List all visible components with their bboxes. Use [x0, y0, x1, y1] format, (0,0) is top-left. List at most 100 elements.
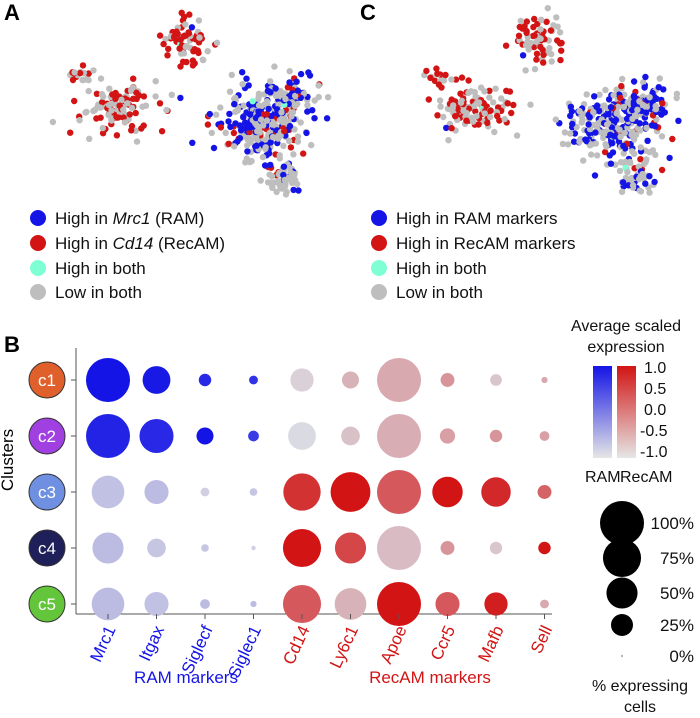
cell-point [434, 70, 441, 77]
cell-point [280, 171, 287, 179]
cell-point [621, 129, 628, 137]
cell-point [217, 124, 225, 131]
cell-point [156, 100, 164, 107]
cell-point [236, 135, 244, 142]
dot-c4-siglecf [201, 544, 209, 552]
cell-point [630, 92, 638, 100]
dot-c2-mafb [489, 429, 503, 443]
cell-point [308, 141, 315, 149]
dot-c3-siglec1 [249, 488, 258, 496]
cell-point [85, 87, 92, 95]
cell-point [602, 141, 609, 148]
cell-point [634, 106, 641, 114]
cell-point [508, 109, 515, 117]
cell-point [437, 103, 444, 110]
cell-point [188, 24, 196, 31]
cell-point [604, 121, 611, 128]
cell-point [113, 114, 120, 121]
cell-point [236, 122, 244, 129]
cell-point [617, 133, 624, 140]
cell-point [527, 101, 534, 108]
cell-point [486, 94, 493, 101]
cell-point [269, 184, 276, 191]
cell-point [425, 96, 432, 103]
cell-point [490, 99, 497, 106]
dot-c5-mrc1 [91, 587, 125, 621]
cell-point [294, 138, 302, 145]
cell-point [225, 140, 232, 147]
cell-point [49, 118, 57, 126]
cluster-badge-c5 [28, 585, 66, 623]
cell-point [578, 119, 585, 126]
cell-point [297, 70, 305, 78]
cell-point [576, 107, 583, 115]
size-legend-dot [602, 538, 642, 578]
cell-point [601, 148, 609, 156]
cell-point [642, 73, 649, 81]
cell-point [630, 78, 638, 85]
cell-point [99, 130, 107, 137]
dot-c5-cd14 [282, 584, 322, 624]
cell-point [276, 116, 284, 124]
cell-point [595, 107, 603, 115]
legend-a: High in Mrc1 (RAM) High in Cd14 (RecAM) … [30, 209, 225, 302]
legend-a-swatch [30, 284, 46, 300]
dot-c2-mrc1 [86, 414, 130, 458]
cell-point [655, 84, 662, 91]
cell-point [231, 100, 238, 108]
cell-point [240, 102, 247, 109]
cell-point [547, 27, 555, 34]
cell-point [85, 70, 92, 77]
cell-point [433, 65, 440, 72]
cell-point [239, 69, 246, 76]
cell-point [259, 153, 267, 161]
cell-point [128, 104, 136, 112]
cell-point [646, 173, 653, 180]
cell-point [67, 129, 74, 136]
dot-c5-apoe [377, 582, 421, 626]
cell-point [253, 122, 261, 129]
cell-point [86, 135, 93, 142]
cell-point [263, 117, 271, 124]
legend-c-swatch [371, 210, 387, 226]
cell-point [548, 58, 555, 65]
cell-point [324, 94, 332, 101]
cell-point [248, 157, 255, 165]
dot-c4-sell [538, 541, 551, 555]
cell-point [506, 88, 514, 95]
cell-point [168, 91, 175, 99]
cell-point [642, 109, 650, 116]
cell-point [471, 102, 478, 110]
cell-point [189, 62, 197, 69]
cell-point [632, 112, 640, 120]
cell-point [262, 145, 269, 153]
cell-point [297, 119, 304, 126]
cell-point [261, 162, 269, 169]
cell-point [606, 152, 613, 159]
cell-point [182, 21, 189, 28]
cell-point [271, 179, 278, 186]
cell-point [106, 85, 113, 92]
cell-point [636, 120, 643, 127]
cell-point [286, 79, 293, 86]
cell-point [124, 100, 131, 107]
cell-point [97, 104, 104, 111]
legend-c-item-1: High in RecAM markers [371, 234, 576, 253]
cell-point [189, 139, 196, 146]
svg-text:High in Cd14 (RecAM): High in Cd14 (RecAM) [55, 234, 225, 253]
dot-c3-ly6c1 [330, 472, 371, 512]
cell-point [554, 37, 561, 44]
cell-point [283, 188, 290, 196]
cell-point [242, 124, 249, 132]
cell-point [427, 74, 434, 82]
cell-point [286, 122, 294, 130]
cell-point [278, 109, 285, 116]
cell-point [291, 92, 299, 100]
cell-point [629, 106, 636, 114]
cell-point [519, 52, 527, 59]
dot-c2-cd14 [288, 422, 316, 450]
cell-point [639, 101, 646, 109]
colorbar-label-ram: RAM [585, 469, 621, 486]
cell-point [286, 68, 293, 75]
cell-point [244, 134, 251, 142]
